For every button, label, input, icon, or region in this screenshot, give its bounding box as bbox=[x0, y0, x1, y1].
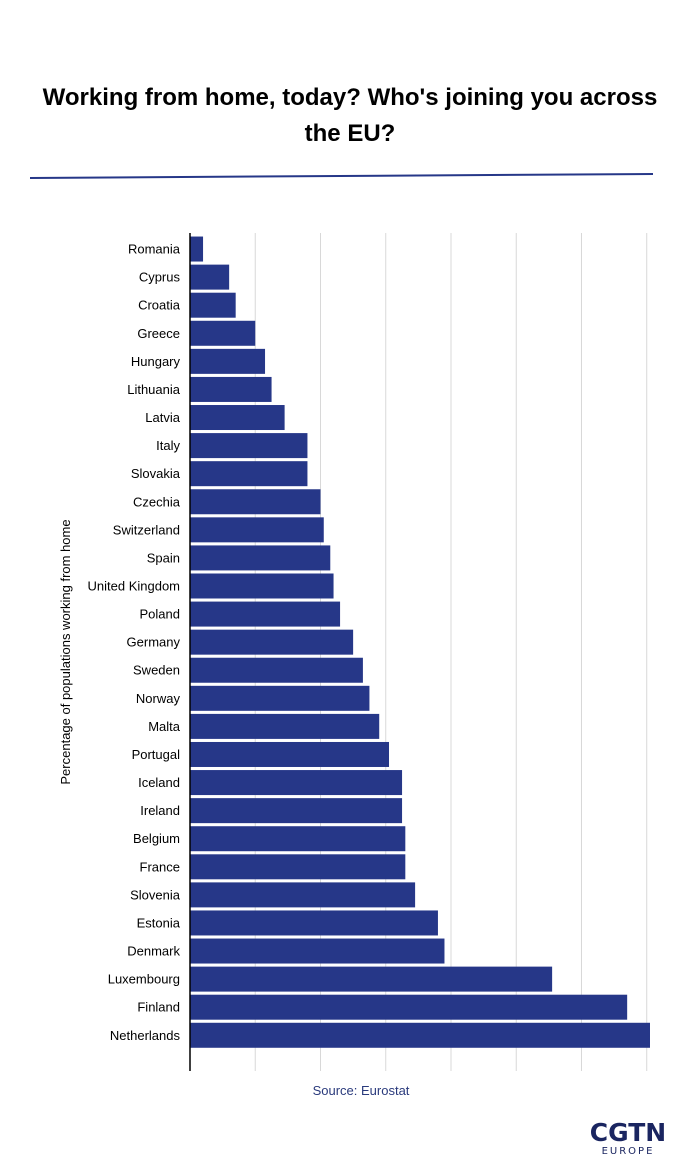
bar bbox=[190, 770, 403, 796]
category-label: Iceland bbox=[138, 775, 180, 790]
source-note: Source: Eurostat bbox=[312, 1083, 410, 1098]
bar bbox=[190, 320, 256, 346]
category-label: United Kingdom bbox=[88, 579, 181, 594]
bar bbox=[190, 685, 370, 711]
category-label: Hungary bbox=[131, 354, 181, 369]
category-label: Romania bbox=[128, 242, 181, 257]
category-label: Malta bbox=[148, 719, 181, 734]
bar bbox=[190, 433, 308, 459]
bar bbox=[190, 1022, 650, 1048]
bar bbox=[190, 573, 334, 599]
bar bbox=[190, 741, 390, 767]
bar bbox=[190, 966, 553, 992]
bar bbox=[190, 854, 406, 880]
category-label: Belgium bbox=[133, 831, 180, 846]
category-label: Portugal bbox=[132, 747, 181, 762]
category-label: Latvia bbox=[145, 410, 180, 425]
bar bbox=[190, 882, 416, 908]
bar bbox=[190, 489, 321, 515]
bar bbox=[190, 517, 324, 543]
bar-chart: Romania Cyprus Croatia Greece Hungary Lithuan… bbox=[58, 233, 650, 1071]
y-axis-label: Percentage of populations working from h… bbox=[58, 519, 73, 784]
bar bbox=[190, 629, 354, 655]
bar bbox=[190, 994, 628, 1020]
category-label: Luxembourg bbox=[108, 972, 180, 987]
cgtn-europe-logo: CGTN EUROPE bbox=[588, 1120, 668, 1158]
bar bbox=[190, 798, 403, 824]
bar bbox=[190, 236, 204, 262]
bar bbox=[190, 545, 331, 571]
category-label: Poland bbox=[140, 607, 180, 622]
bars bbox=[190, 236, 650, 1048]
bar bbox=[190, 657, 363, 683]
bar bbox=[190, 938, 445, 964]
bar bbox=[190, 826, 406, 852]
category-label: Denmark bbox=[127, 944, 180, 959]
category-label: Croatia bbox=[138, 298, 181, 313]
bar bbox=[190, 348, 266, 374]
bar bbox=[190, 461, 308, 487]
category-label: Lithuania bbox=[127, 382, 181, 397]
category-label: Cyprus bbox=[139, 270, 181, 285]
chart-title: Working from home, today? Who's joining … bbox=[42, 84, 658, 147]
category-labels: Romania Cyprus Croatia Greece Hungary Lithuan… bbox=[88, 242, 181, 1043]
bar bbox=[190, 264, 230, 290]
category-label: Ireland bbox=[140, 803, 180, 818]
category-label: Netherlands bbox=[110, 1028, 181, 1043]
bar bbox=[190, 376, 272, 402]
category-label: Norway bbox=[136, 691, 181, 706]
bar bbox=[190, 405, 285, 431]
bar bbox=[190, 601, 341, 627]
logo-sub-text: EUROPE bbox=[601, 1146, 655, 1157]
category-label: France bbox=[140, 859, 180, 874]
category-label: Finland bbox=[137, 1000, 180, 1015]
logo-main-text: CGTN bbox=[589, 1118, 667, 1147]
bar bbox=[190, 713, 380, 739]
bar bbox=[190, 292, 236, 318]
category-label: Estonia bbox=[137, 915, 181, 930]
title-divider bbox=[29, 173, 654, 179]
category-label: Czechia bbox=[133, 494, 181, 509]
category-label: Slovakia bbox=[131, 466, 181, 481]
bar bbox=[190, 910, 438, 936]
category-label: Sweden bbox=[133, 663, 180, 678]
category-label: Slovenia bbox=[130, 887, 181, 902]
category-label: Spain bbox=[147, 550, 180, 565]
category-label: Greece bbox=[137, 326, 180, 341]
category-label: Switzerland bbox=[113, 522, 180, 537]
category-label: Germany bbox=[127, 635, 181, 650]
category-label: Italy bbox=[156, 438, 180, 453]
